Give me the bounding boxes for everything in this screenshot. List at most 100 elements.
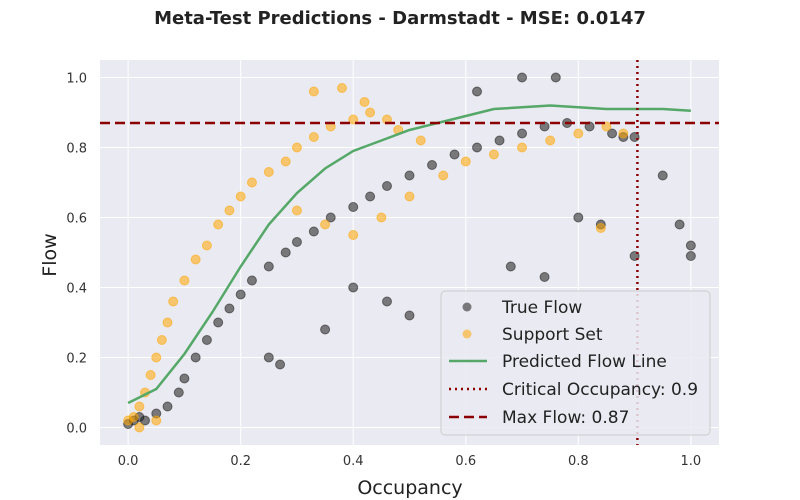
- support-set-point: [618, 128, 629, 139]
- support-set-point: [213, 219, 224, 230]
- true-flow-point: [472, 86, 483, 97]
- true-flow-point: [224, 303, 235, 314]
- y-tick-label: 0.4: [66, 282, 87, 297]
- true-flow-point: [550, 72, 561, 83]
- support-set-point: [460, 156, 471, 167]
- true-flow-point: [404, 170, 415, 181]
- legend-label: True Flow: [501, 298, 582, 318]
- y-tick-label: 1.0: [66, 72, 87, 87]
- true-flow-point: [173, 387, 184, 398]
- chart-title: Meta-Test Predictions - Darmstadt - MSE:…: [154, 8, 646, 29]
- support-set-point: [376, 212, 387, 223]
- true-flow-point: [308, 226, 319, 237]
- support-set-point: [545, 135, 556, 146]
- true-flow-point: [162, 401, 173, 412]
- support-set-point: [134, 422, 145, 433]
- x-tick-label: 0.8: [568, 454, 589, 469]
- support-set-point: [336, 83, 347, 93]
- true-flow-point: [685, 251, 696, 261]
- legend: True Flow Support Set Predicted Flow Lin…: [440, 290, 711, 436]
- y-tick-label: 0.0: [66, 422, 87, 437]
- true-flow-point: [291, 237, 302, 247]
- support-set-point: [320, 219, 331, 230]
- legend-true-flow-marker: [462, 302, 472, 312]
- true-flow-point: [235, 289, 246, 300]
- true-flow-point: [427, 160, 438, 170]
- true-flow-point: [348, 202, 359, 212]
- y-tick-labels: 0.0 0.2 0.4 0.6 0.8 1.0: [66, 72, 87, 437]
- support-set-point: [404, 191, 415, 202]
- true-flow-point: [573, 212, 584, 223]
- true-flow-point: [365, 191, 376, 202]
- support-set-point: [359, 97, 370, 107]
- x-tick-label: 0.2: [230, 454, 251, 469]
- true-flow-point: [381, 181, 392, 191]
- true-flow-point: [140, 415, 151, 426]
- support-set-point: [291, 205, 302, 216]
- legend-label: Support Set: [502, 325, 603, 345]
- support-set-point: [438, 170, 449, 181]
- x-tick-labels: 0.0 0.2 0.4 0.6 0.8 1.0: [118, 454, 701, 469]
- support-set-point: [145, 370, 156, 380]
- support-set-point: [573, 128, 584, 139]
- support-set-point: [365, 107, 376, 118]
- support-set-point: [168, 296, 179, 307]
- support-set-point: [517, 142, 528, 153]
- true-flow-point: [539, 272, 550, 282]
- support-set-point: [348, 230, 359, 240]
- legend-label: Max Flow: 0.87: [502, 408, 629, 428]
- true-flow-point: [275, 359, 286, 370]
- support-set-point: [151, 352, 162, 363]
- legend-label: Predicted Flow Line: [502, 352, 667, 372]
- support-set-point: [134, 401, 145, 412]
- support-set-point: [263, 167, 274, 177]
- support-set-point: [224, 205, 235, 216]
- support-set-point: [179, 275, 190, 286]
- true-flow-point: [472, 142, 483, 153]
- support-set-point: [190, 254, 201, 265]
- true-flow-point: [348, 282, 359, 293]
- support-set-point: [235, 191, 246, 202]
- support-set-point: [595, 223, 606, 233]
- true-flow-point: [494, 135, 505, 146]
- support-set-point: [308, 132, 319, 142]
- y-tick-label: 0.8: [66, 142, 87, 157]
- x-tick-label: 0.6: [455, 454, 476, 469]
- support-set-point: [201, 240, 212, 251]
- legend-box: [440, 290, 711, 436]
- true-flow-point: [607, 128, 618, 139]
- true-flow-point: [505, 261, 516, 272]
- support-set-series: [123, 83, 629, 433]
- true-flow-point: [674, 219, 685, 230]
- true-flow-point: [517, 128, 528, 139]
- true-flow-point: [246, 275, 257, 286]
- x-axis-label: Occupancy: [357, 477, 462, 499]
- true-flow-point: [201, 335, 212, 345]
- y-tick-label: 0.6: [66, 212, 87, 227]
- y-axis-label: Flow: [39, 233, 61, 276]
- y-tick-label: 0.2: [66, 352, 87, 367]
- true-flow-point: [179, 373, 190, 384]
- predicted-flow-line: [127, 104, 691, 405]
- true-flow-point: [325, 212, 336, 223]
- support-set-point: [156, 335, 167, 345]
- support-set-point: [415, 135, 426, 146]
- legend-support-set-marker: [462, 329, 472, 339]
- support-set-point: [488, 149, 499, 160]
- support-set-point: [246, 177, 257, 188]
- support-set-point: [308, 86, 319, 97]
- true-flow-point: [320, 324, 331, 335]
- x-tick-label: 1.0: [681, 454, 702, 469]
- true-flow-point: [404, 310, 415, 321]
- true-flow-point: [685, 240, 696, 251]
- true-flow-point: [517, 72, 528, 83]
- true-flow-point: [263, 352, 274, 363]
- support-set-point: [128, 412, 139, 422]
- true-flow-point: [449, 149, 460, 160]
- true-flow-point: [190, 352, 201, 363]
- x-tick-label: 0.4: [343, 454, 364, 469]
- support-set-point: [280, 156, 291, 167]
- true-flow-point: [381, 296, 392, 307]
- support-set-point: [151, 415, 162, 426]
